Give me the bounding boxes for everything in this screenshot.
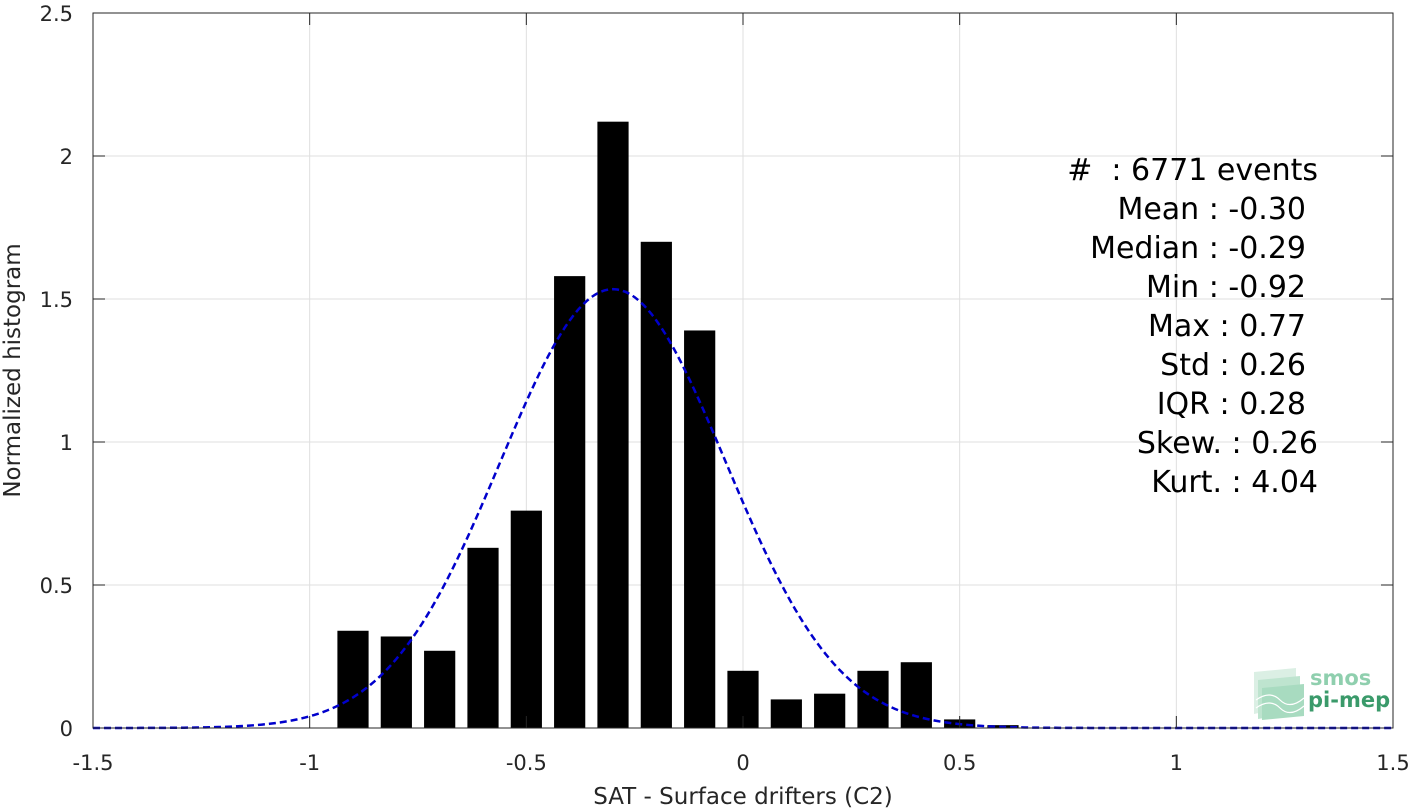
stats-line: Kurt. : 4.04 — [1151, 465, 1318, 500]
y-axis-label: Normalized histogram — [0, 243, 26, 497]
y-tick-labels: 0 0.5 1 1.5 2 2.5 — [40, 2, 73, 741]
histogram-bar — [857, 670, 889, 728]
histogram-bar — [424, 650, 456, 728]
y-tick-label: 0.5 — [40, 574, 73, 598]
stats-line: # : 6771 events — [1067, 153, 1318, 188]
logo-text-smos: smos — [1310, 666, 1371, 690]
stats-line: Skew. : 0.26 — [1137, 426, 1318, 461]
histogram-bar — [814, 693, 846, 728]
x-tick-label: -1.5 — [73, 751, 114, 775]
y-tick-label: 2.5 — [40, 2, 73, 26]
smos-pimep-logo: smos pi-mep — [1254, 666, 1390, 720]
y-tick-label: 2 — [60, 145, 73, 169]
histogram-bar — [640, 241, 672, 729]
y-tick-label: 1.5 — [40, 288, 73, 312]
histogram-bars — [337, 121, 1019, 729]
y-tick-label: 0 — [60, 717, 73, 741]
logo-mark-icon — [1254, 668, 1305, 720]
stats-line: Mean : -0.30 — [1117, 192, 1306, 227]
axis-ticks — [92, 12, 1394, 729]
stats-line: Median : -0.29 — [1090, 231, 1306, 266]
stats-line: Min : -0.92 — [1146, 270, 1306, 305]
histogram-bar — [337, 630, 369, 728]
stats-line: Std : 0.26 — [1160, 348, 1306, 383]
x-tick-label: 1.5 — [1376, 751, 1408, 775]
x-tick-label: -1 — [299, 751, 320, 775]
histogram-bar — [467, 547, 499, 728]
histogram-bar — [380, 636, 412, 728]
stats-line: Max : 0.77 — [1148, 309, 1306, 344]
x-tick-label: 0 — [736, 751, 749, 775]
logo-text-pimep: pi-mep — [1308, 688, 1390, 712]
x-axis-label: SAT - Surface drifters (C2) — [593, 784, 893, 809]
histogram-bar — [510, 510, 542, 728]
x-tick-label: -0.5 — [506, 751, 547, 775]
x-tick-label: 1 — [1170, 751, 1183, 775]
histogram-bar — [554, 276, 586, 728]
histogram-bar — [597, 121, 629, 729]
histogram-bar — [770, 699, 802, 728]
histogram-bar — [684, 330, 716, 728]
x-tick-labels: -1.5 -1 -0.5 0 0.5 1 1.5 — [73, 751, 1408, 775]
x-tick-label: 0.5 — [943, 751, 976, 775]
stats-line: IQR : 0.28 — [1157, 387, 1306, 422]
statistics-annotation: # : 6771 events Mean : -0.30 Median : -0.2… — [1067, 153, 1318, 500]
y-tick-label: 1 — [60, 431, 73, 455]
